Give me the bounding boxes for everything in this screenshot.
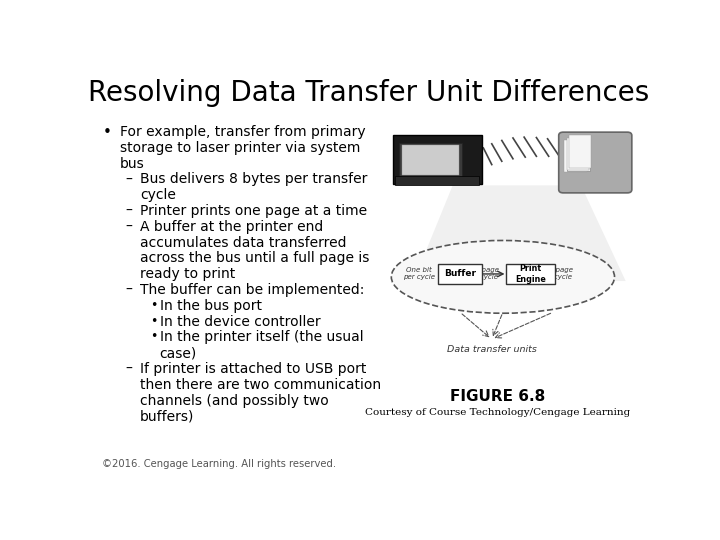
Text: –: –: [126, 172, 132, 186]
Text: storage to laser printer via system: storage to laser printer via system: [120, 141, 361, 155]
Text: channels (and possibly two: channels (and possibly two: [140, 394, 329, 408]
Text: •: •: [150, 315, 157, 328]
Text: Data transfer units: Data transfer units: [447, 346, 536, 354]
Text: The buffer can be implemented:: The buffer can be implemented:: [140, 283, 364, 297]
Ellipse shape: [392, 240, 615, 313]
Text: One page
per cycle: One page per cycle: [465, 267, 499, 280]
Text: One bit
per cycle: One bit per cycle: [403, 267, 435, 280]
Text: ready to print: ready to print: [140, 267, 235, 281]
Text: •: •: [150, 330, 157, 343]
Text: ©2016. Cengage Learning. All rights reserved.: ©2016. Cengage Learning. All rights rese…: [102, 459, 336, 469]
Text: bus: bus: [120, 157, 145, 171]
Text: Bus delivers 8 bytes per transfer: Bus delivers 8 bytes per transfer: [140, 172, 368, 186]
Text: For example, transfer from primary: For example, transfer from primary: [120, 125, 366, 139]
Text: across the bus until a full page is: across the bus until a full page is: [140, 252, 369, 266]
FancyBboxPatch shape: [399, 143, 462, 178]
Text: Print
Engine: Print Engine: [515, 264, 546, 284]
Text: Courtesy of Course Technology/Cengage Learning: Courtesy of Course Technology/Cengage Le…: [365, 408, 630, 417]
Text: buffers): buffers): [140, 409, 194, 423]
FancyBboxPatch shape: [569, 136, 591, 167]
Text: Buffer: Buffer: [444, 269, 476, 279]
Text: If printer is attached to USB port: If printer is attached to USB port: [140, 362, 366, 376]
FancyBboxPatch shape: [402, 145, 459, 176]
Text: Printer prints one page at a time: Printer prints one page at a time: [140, 204, 367, 218]
Text: •: •: [150, 299, 157, 312]
Text: One page
per cycle: One page per cycle: [539, 267, 573, 280]
Text: –: –: [126, 204, 132, 218]
Polygon shape: [413, 185, 626, 281]
Text: –: –: [126, 283, 132, 297]
Text: In the device controller: In the device controller: [160, 315, 320, 329]
Text: –: –: [126, 362, 132, 376]
FancyBboxPatch shape: [438, 265, 482, 284]
FancyBboxPatch shape: [567, 138, 589, 170]
Text: then there are two communication: then there are two communication: [140, 378, 382, 392]
FancyBboxPatch shape: [567, 138, 590, 171]
FancyBboxPatch shape: [559, 132, 632, 193]
FancyBboxPatch shape: [564, 140, 587, 172]
Text: A buffer at the printer end: A buffer at the printer end: [140, 220, 323, 234]
Text: In the bus port: In the bus port: [160, 299, 262, 313]
FancyBboxPatch shape: [505, 265, 555, 284]
Text: •: •: [102, 125, 111, 140]
FancyBboxPatch shape: [395, 176, 479, 185]
Text: –: –: [126, 220, 132, 234]
Text: In the printer itself (the usual: In the printer itself (the usual: [160, 330, 364, 345]
Text: case): case): [160, 346, 197, 360]
Text: Resolving Data Transfer Unit Differences: Resolving Data Transfer Unit Differences: [89, 79, 649, 107]
Text: FIGURE 6.8: FIGURE 6.8: [450, 389, 545, 404]
Text: accumulates data transferred: accumulates data transferred: [140, 235, 347, 249]
FancyBboxPatch shape: [393, 134, 482, 184]
Text: cycle: cycle: [140, 188, 176, 202]
